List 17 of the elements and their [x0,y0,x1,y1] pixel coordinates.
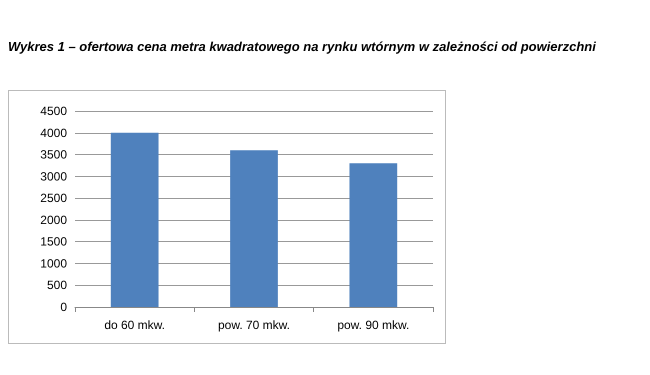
bar [349,163,398,307]
y-tick-label: 0 [60,300,68,314]
y-tick-label: 3000 [40,169,68,184]
y-tick-label: 1500 [40,234,68,249]
y-tick-label: 4500 [40,104,68,118]
x-tick-label: do 60 mkw. [104,318,166,332]
y-tick-label: 2500 [40,191,68,206]
y-tick-label: 3500 [40,148,68,162]
y-tick-label: 1000 [40,256,68,270]
bar [110,132,159,307]
chart-title: Wykres 1 – ofertowa cena metra kwadratowego na rynku wtórnym w zależności od powierzchni [8,38,597,56]
x-tick-label: pow. 70 mkw. [218,318,290,332]
y-tick-label: 500 [46,278,68,292]
bar [230,150,278,307]
y-tick-label: 4000 [40,126,68,140]
x-tick-label: pow. 90 mkw. [337,318,410,332]
y-tick-label: 2000 [40,212,68,227]
